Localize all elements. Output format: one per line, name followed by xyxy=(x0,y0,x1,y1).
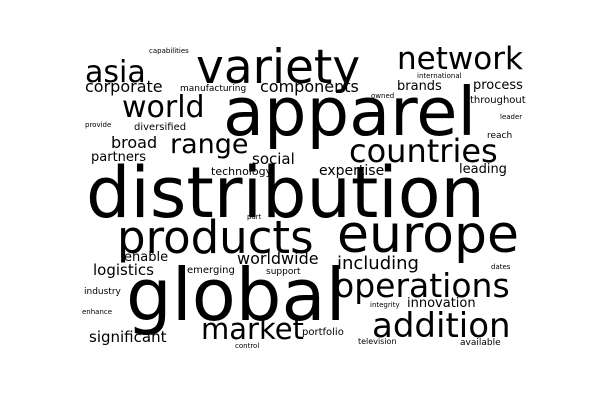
word: enable xyxy=(124,250,169,265)
word: including xyxy=(337,253,419,274)
word: portfolio xyxy=(302,327,344,338)
word: integrity xyxy=(370,301,400,309)
word: emerging xyxy=(187,265,235,276)
word: worldwide xyxy=(237,249,319,268)
word: television xyxy=(358,337,397,346)
word: available xyxy=(460,338,501,348)
word: partners xyxy=(91,150,147,165)
word: distribution xyxy=(86,152,485,234)
word: throughout xyxy=(470,95,526,106)
word: leader xyxy=(500,113,523,121)
word: international xyxy=(417,72,462,80)
word: asia xyxy=(85,55,146,90)
word: broad xyxy=(111,133,158,152)
word: network xyxy=(397,41,523,77)
word: enhance xyxy=(82,308,113,316)
word: expertise xyxy=(319,163,385,179)
word: process xyxy=(473,78,523,93)
word: operations xyxy=(334,266,510,305)
word: capabilities xyxy=(149,47,189,55)
word: owned xyxy=(371,92,395,100)
word: industry xyxy=(84,287,121,297)
word: control xyxy=(235,342,260,350)
word: dates xyxy=(491,263,511,271)
word: corporate xyxy=(85,77,163,96)
word: brands xyxy=(397,79,442,94)
word: market xyxy=(201,312,304,346)
word: europe xyxy=(337,205,519,265)
word: social xyxy=(252,150,295,168)
word: diversified xyxy=(134,122,187,133)
word: addition xyxy=(372,306,511,346)
word: components xyxy=(260,77,359,96)
word: apparel xyxy=(223,73,477,151)
word: significant xyxy=(89,328,167,346)
word: provide xyxy=(85,121,112,129)
word: part xyxy=(247,213,262,221)
word: variety xyxy=(196,40,361,95)
word: global xyxy=(126,253,346,337)
word: reach xyxy=(487,131,513,141)
word: range xyxy=(170,129,249,160)
word: innovation xyxy=(407,296,476,311)
word: technology xyxy=(211,165,273,178)
word: leading xyxy=(459,162,507,177)
word: logistics xyxy=(93,261,154,279)
word: products xyxy=(117,211,314,264)
word: countries xyxy=(349,132,498,170)
word: support xyxy=(266,267,301,277)
word: manufacturing xyxy=(180,84,247,94)
word: world xyxy=(122,90,205,125)
